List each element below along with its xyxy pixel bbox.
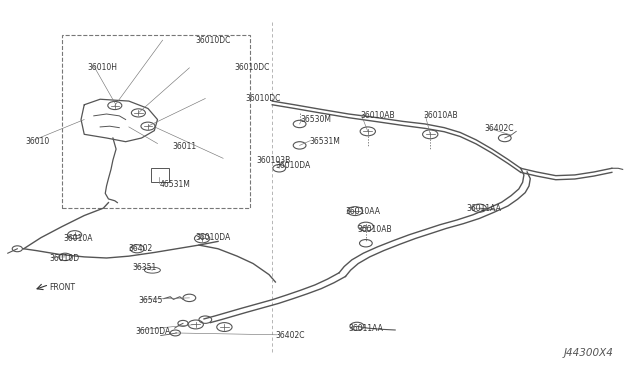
Text: 36010AB: 36010AB <box>360 111 395 121</box>
Text: J44300X4: J44300X4 <box>563 348 613 358</box>
Text: 36011AA: 36011AA <box>349 324 383 333</box>
Text: 36010H: 36010H <box>88 63 117 72</box>
Text: 36010: 36010 <box>26 137 50 146</box>
Text: 36010A: 36010A <box>64 234 93 243</box>
Bar <box>62 35 250 208</box>
Text: 36402C: 36402C <box>275 331 305 340</box>
Text: 36010AB: 36010AB <box>424 111 458 121</box>
Text: 36402: 36402 <box>129 244 153 253</box>
Text: 36010AA: 36010AA <box>346 207 381 217</box>
Text: 360103B: 360103B <box>256 155 291 165</box>
Text: 36010DA: 36010DA <box>135 327 170 336</box>
Text: FRONT: FRONT <box>49 283 75 292</box>
Text: 36530M: 36530M <box>301 115 332 124</box>
Text: 36531M: 36531M <box>309 137 340 146</box>
Text: 36010DC: 36010DC <box>246 94 281 103</box>
Text: 36010DC: 36010DC <box>196 36 231 45</box>
Text: 36010DA: 36010DA <box>275 161 310 170</box>
Text: 36010AB: 36010AB <box>357 225 392 234</box>
Bar <box>151 168 169 182</box>
Text: 36011AA: 36011AA <box>467 203 501 213</box>
Text: 36010DC: 36010DC <box>234 63 269 72</box>
Text: 36351: 36351 <box>132 263 156 272</box>
Text: 36010D: 36010D <box>49 254 79 263</box>
Text: 36402C: 36402C <box>484 124 514 133</box>
Text: 46531M: 46531M <box>159 180 190 189</box>
Text: 36010DA: 36010DA <box>196 233 231 242</box>
Text: 36545: 36545 <box>138 296 163 305</box>
Text: 36011: 36011 <box>172 142 196 151</box>
